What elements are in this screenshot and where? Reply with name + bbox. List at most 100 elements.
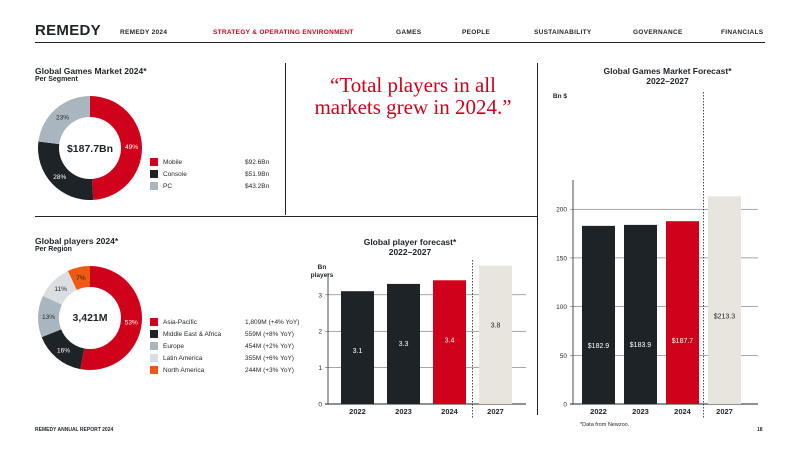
- players-legend-row: North America 244M (+3% YoY): [150, 364, 299, 376]
- market-forecast-value-label: $187.7: [672, 338, 694, 345]
- footer-report-name: REMEDY ANNUAL REPORT 2024: [35, 427, 114, 433]
- nav-item-strategy[interactable]: STRATEGY & OPERATING ENVIRONMENT: [213, 29, 354, 36]
- market-donut-slice-console: [37, 141, 94, 200]
- market-legend-row: PC $43.2Bn: [150, 180, 269, 192]
- players-donut-pct-label: 7%: [76, 275, 86, 282]
- players-legend-value: 244M (+3% YoY): [245, 366, 294, 374]
- market-donut-slice-mobile: [90, 96, 143, 200]
- players-legend-value: 559M (+8% YoY): [245, 330, 294, 338]
- market-forecast-bar-2027: [708, 196, 741, 404]
- nav-item-games[interactable]: GAMES: [396, 29, 422, 36]
- player-forecast-value-label: 3.4: [445, 337, 455, 344]
- footer-page-number: 18: [757, 427, 763, 433]
- player-forecast-y-axis-label: players: [311, 272, 334, 279]
- market-forecast-chart: Bn $ 0 50 100 150 200 $182.9 2022 $183.9 2023 $187…: [553, 92, 758, 418]
- player-forecast-bar-2022: [341, 291, 374, 404]
- vertical-divider-right: [537, 63, 538, 415]
- players-donut-slice-middle-east-africa: [41, 329, 85, 370]
- market-forecast-bar-2023: [624, 224, 657, 404]
- market-donut-pct-label: 23%: [56, 114, 69, 121]
- player-forecast-category-label: 2024: [441, 407, 459, 416]
- market-donut-slice-pc: [38, 96, 90, 145]
- pull-quote: “Total players in all markets grew in 20…: [314, 73, 512, 119]
- players-legend-value: 355M (+6% YoY): [245, 354, 294, 362]
- player-forecast-value-label: 3.8: [491, 323, 501, 330]
- players-donut-chart: 53% 16% 13% 11% 7% 3,421M: [38, 266, 142, 370]
- player-forecast-bar-2023: [387, 283, 420, 404]
- player-forecast-bar-2024: [433, 280, 466, 404]
- player-forecast-title: Global player forecast*: [363, 237, 457, 247]
- market-forecast-tick-label: 0: [563, 402, 567, 409]
- market-forecast-title: Global Games Market Forecast*: [603, 66, 732, 76]
- players-donut-legend: Asia-Pacific 1,809M (+4% YoY) Middle East …: [150, 316, 299, 376]
- players-legend-swatch: [150, 318, 158, 326]
- players-legend-label: Asia-Pacific: [163, 318, 197, 326]
- player-forecast-category-label: 2022: [349, 407, 366, 416]
- nav-item-sustainability[interactable]: SUSTAINABILITY: [534, 29, 592, 36]
- players-legend-swatch: [150, 330, 158, 338]
- players-donut-slice-asia-pacific: [80, 266, 142, 370]
- players-legend-row: Latin America 355M (+6% YoY): [150, 352, 299, 364]
- market-forecast-category-label: 2024: [674, 407, 692, 416]
- market-forecast-bar-2022: [582, 225, 615, 404]
- players-donut-slice-north-america: [67, 266, 90, 290]
- player-forecast-category-label: 2023: [395, 407, 412, 416]
- market-forecast-value-label: $213.3: [714, 313, 736, 320]
- market-forecast-category-label: 2023: [632, 407, 649, 416]
- player-forecast-tick-label: 2: [318, 329, 322, 336]
- player-forecast-tick-label: 3: [318, 292, 322, 299]
- market-legend-value: $43.2Bn: [245, 182, 270, 190]
- market-legend-label: Mobile: [163, 158, 183, 166]
- player-forecast-y-axis-label: Bn: [318, 264, 327, 271]
- remedy-logo[interactable]: REMEDY: [35, 22, 101, 39]
- players-legend-value: 454M (+2% YoY): [245, 342, 294, 350]
- market-forecast-subtitle: 2022–2027: [646, 76, 689, 86]
- market-forecast-category-label: 2022: [590, 407, 607, 416]
- players-legend-row: Europe 454M (+2% YoY): [150, 340, 299, 352]
- players-legend-label: North America: [163, 366, 205, 374]
- market-legend-row: Console $51.9Bn: [150, 168, 269, 180]
- market-donut-pct-label: 49%: [125, 144, 138, 151]
- market-legend-row: Mobile $92.6Bn: [150, 156, 269, 168]
- players-legend-label: Europe: [163, 342, 184, 350]
- players-donut-title: Global players 2024*: [35, 236, 119, 246]
- market-forecast-y-axis-label: Bn $: [553, 93, 567, 100]
- players-donut-subtitle: Per Region: [35, 246, 72, 253]
- market-legend-value: $92.6Bn: [245, 158, 270, 166]
- player-forecast-category-label: 2027: [487, 407, 504, 416]
- nav-item-remedy-2024[interactable]: REMEDY 2024: [120, 29, 168, 36]
- nav-item-governance[interactable]: GOVERNANCE: [633, 29, 683, 36]
- market-donut-subtitle: Per Segment: [35, 76, 78, 83]
- nav-item-financials[interactable]: FINANCIALS: [721, 29, 764, 36]
- players-donut-center-label: 3,421M: [72, 312, 107, 324]
- horizontal-divider: [35, 216, 537, 217]
- market-forecast-tick-label: 200: [556, 207, 567, 214]
- players-donut-pct-label: 53%: [125, 319, 138, 326]
- market-legend-label: Console: [163, 170, 187, 178]
- players-legend-swatch: [150, 342, 158, 350]
- market-forecast-tick-label: 150: [556, 255, 567, 262]
- market-forecast-tick-label: 100: [556, 304, 567, 311]
- market-forecast-bar-2024: [666, 221, 699, 404]
- player-forecast-tick-label: 0: [318, 402, 322, 409]
- market-legend-label: PC: [163, 182, 173, 190]
- players-donut-slice-europe: [38, 295, 62, 338]
- market-donut-pct-label: 28%: [53, 174, 66, 181]
- nav-item-people[interactable]: PEOPLE: [462, 29, 491, 36]
- player-forecast-bar-2027: [479, 265, 512, 404]
- market-legend-swatch: [150, 182, 158, 190]
- players-legend-swatch: [150, 366, 158, 374]
- players-legend-label: Middle East & Africa: [163, 330, 222, 338]
- market-legend-swatch: [150, 170, 158, 178]
- players-legend-row: Middle East & Africa 559M (+8% YoY): [150, 328, 299, 340]
- market-donut-title: Global Games Market 2024*: [35, 66, 147, 76]
- vertical-divider-top: [285, 63, 286, 215]
- market-donut-center-label: $187.7Bn: [67, 143, 113, 155]
- market-donut-legend: Mobile $92.6Bn Console $51.9Bn PC $43.2Bn: [150, 156, 269, 192]
- market-forecast-category-label: 2027: [716, 407, 733, 416]
- market-legend-swatch: [150, 158, 158, 166]
- player-forecast-value-label: 3.1: [353, 348, 363, 355]
- players-donut-pct-label: 13%: [42, 314, 55, 321]
- players-legend-swatch: [150, 354, 158, 362]
